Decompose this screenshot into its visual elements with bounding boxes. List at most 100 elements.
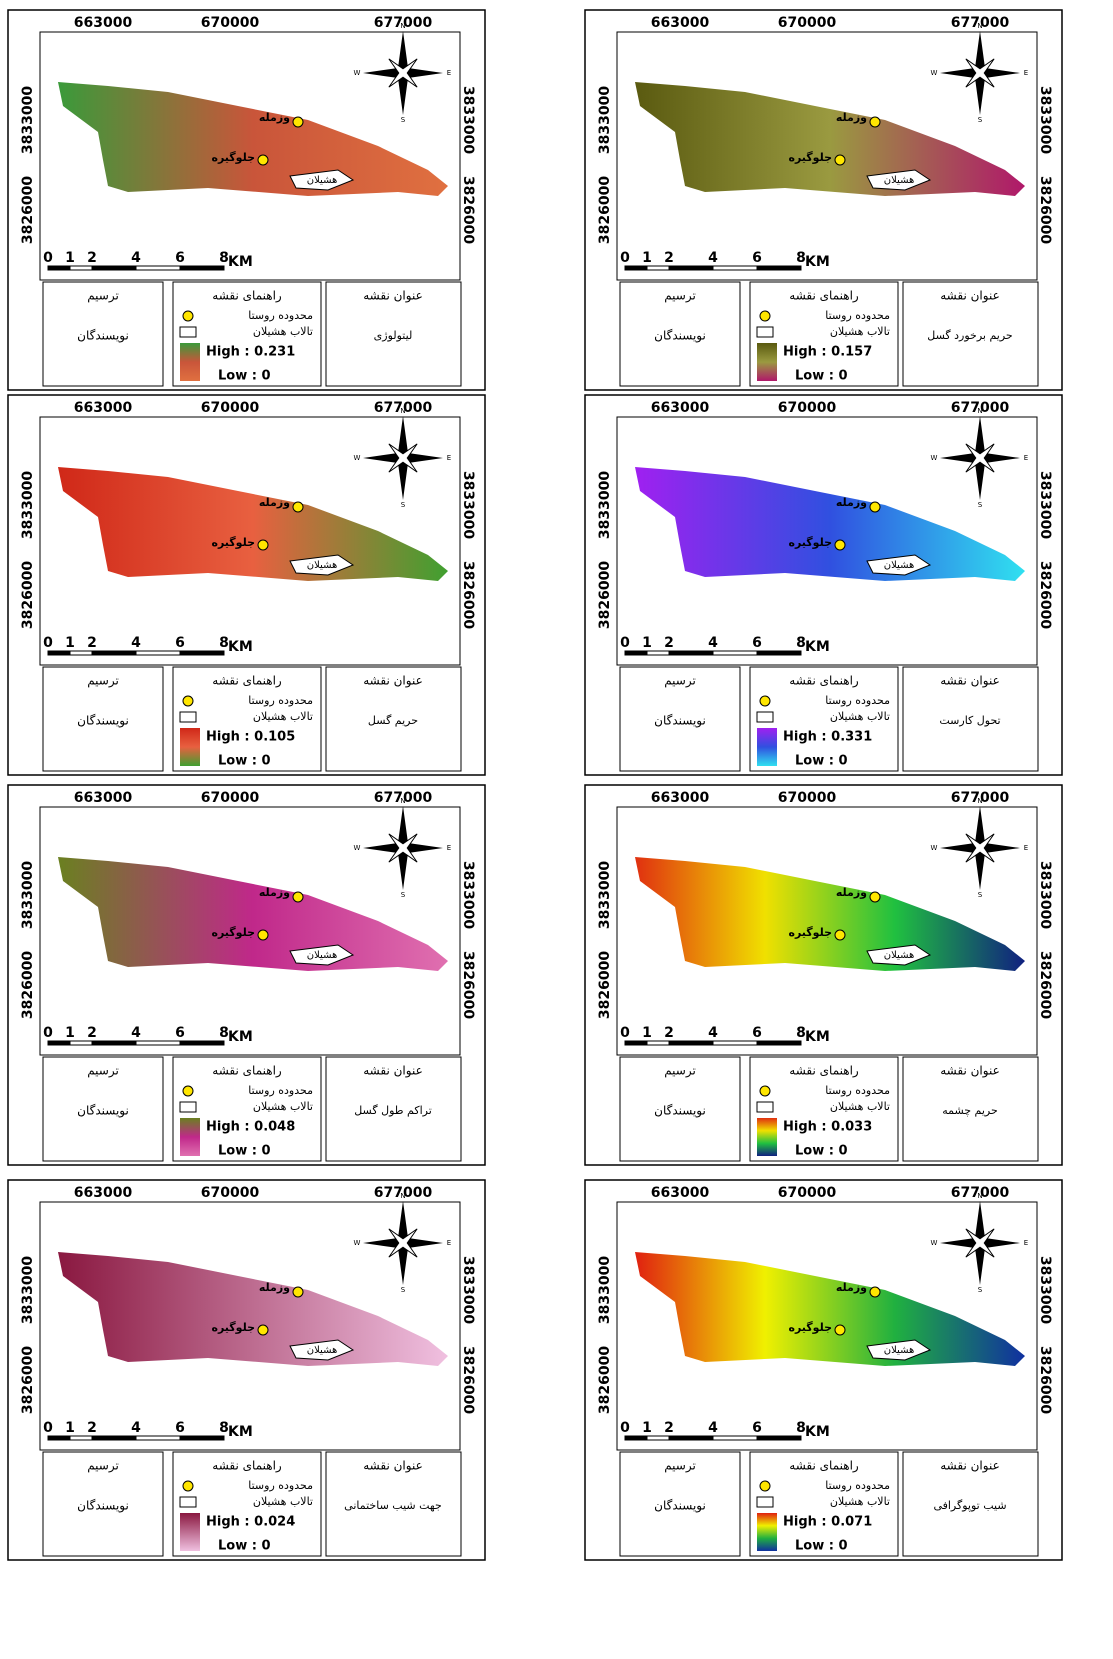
lake-label: هشیلان <box>307 1345 338 1356</box>
map-title: حریم چشمه <box>942 1104 998 1117</box>
scale-segment <box>135 1040 181 1046</box>
legend-village-icon <box>182 695 194 707</box>
scale-label: 4 <box>131 250 141 266</box>
village-point <box>834 154 846 166</box>
village-label: وزمله <box>259 111 290 124</box>
scale-label: 6 <box>175 1420 185 1436</box>
scale-segment <box>69 265 93 271</box>
y-coordinate: 3833000 <box>20 861 36 929</box>
scale-segment <box>668 265 714 271</box>
box-header: ترسیم <box>87 289 119 304</box>
y-coordinate: 3826000 <box>597 561 613 629</box>
x-coordinate: 677000 <box>951 1185 1010 1201</box>
scale-unit: KM <box>805 639 830 655</box>
compass-star <box>388 58 418 88</box>
x-coordinate: 663000 <box>651 790 710 806</box>
village-point <box>257 1324 269 1336</box>
box-header: ترسیم <box>664 1064 696 1079</box>
scale-segment <box>646 1040 670 1046</box>
lake-label: هشیلان <box>884 560 915 571</box>
scale-unit: KM <box>228 1029 253 1045</box>
box-header: ترسیم <box>664 1459 696 1474</box>
scale-label: 6 <box>175 635 185 651</box>
legend-village-icon <box>182 1085 194 1097</box>
scale-label: 4 <box>708 1025 718 1041</box>
legend-box <box>619 666 741 772</box>
compass-letter: N <box>977 797 982 805</box>
x-coordinate: 670000 <box>778 400 837 416</box>
y-coordinate: 3833000 <box>1037 471 1053 539</box>
legend-box <box>172 281 322 387</box>
village-label: وزمله <box>836 496 867 509</box>
legend-lake-icon <box>756 711 774 723</box>
scale-segment <box>668 650 714 656</box>
village-point <box>292 501 304 513</box>
scale-segment <box>179 1040 225 1046</box>
map-panel: 663000 670000 677000 3833000 3833000 3826000 3… <box>7 784 486 1166</box>
y-coordinate: 3826000 <box>460 561 476 629</box>
scale-segment <box>91 650 137 656</box>
compass-star <box>388 443 418 473</box>
village-point <box>292 116 304 128</box>
scale-segment <box>624 1040 648 1046</box>
legend-lake-icon <box>179 1101 197 1113</box>
y-coordinate: 3826000 <box>597 951 613 1019</box>
scale-segment <box>91 1040 137 1046</box>
scale-label: 8 <box>219 1420 229 1436</box>
legend-village: محدوده روستا <box>825 1479 890 1492</box>
map-frame <box>616 1201 1038 1451</box>
legend-lake-icon <box>756 326 774 338</box>
x-coordinate: 663000 <box>651 400 710 416</box>
box-header: راهنمای نقشه <box>789 1459 859 1474</box>
scale-label: 4 <box>131 1025 141 1041</box>
village-label: جلوگیره <box>211 1321 255 1334</box>
legend-low: Low : 0 <box>795 1539 848 1554</box>
scale-segment <box>47 1040 71 1046</box>
legend-village: محدوده روستا <box>825 1084 890 1097</box>
compass-letter: S <box>401 116 406 124</box>
village-point <box>869 891 881 903</box>
compass-letter: W <box>354 69 361 77</box>
x-coordinate: 670000 <box>201 790 260 806</box>
legend-box <box>42 1451 164 1557</box>
scale-segment <box>91 1435 137 1441</box>
x-coordinate: 670000 <box>201 15 260 31</box>
map-frame <box>616 806 1038 1056</box>
x-coordinate: 677000 <box>374 1185 433 1201</box>
author: نویسندگان <box>654 1499 706 1514</box>
north-arrow: N S E W <box>354 407 452 509</box>
y-coordinate: 3833000 <box>460 471 476 539</box>
scale-segment <box>624 1435 648 1441</box>
scale-label: 4 <box>708 1420 718 1436</box>
village-point <box>869 501 881 513</box>
y-coordinate: 3833000 <box>20 86 36 154</box>
scale-unit: KM <box>805 254 830 270</box>
scale-label: 0 <box>620 635 630 651</box>
scale-segment <box>712 1435 758 1441</box>
scale-segment <box>668 1435 714 1441</box>
y-coordinate: 3826000 <box>597 176 613 244</box>
compass-star <box>965 1228 995 1258</box>
box-header: راهنمای نقشه <box>789 1064 859 1079</box>
scale-label: 0 <box>620 250 630 266</box>
x-coordinate: 677000 <box>951 400 1010 416</box>
compass-letter: S <box>401 891 406 899</box>
box-header: عنوان نقشه <box>363 1064 423 1079</box>
legend-high: High : 0.331 <box>783 730 872 745</box>
legend-low: Low : 0 <box>218 1144 271 1159</box>
legend-box <box>749 1056 899 1162</box>
scale-segment <box>47 1435 71 1441</box>
legend-ramp <box>180 728 200 766</box>
box-header: ترسیم <box>664 289 696 304</box>
village-label: وزمله <box>836 111 867 124</box>
scale-segment <box>69 1435 93 1441</box>
scale-unit: KM <box>805 1424 830 1440</box>
compass-letter: W <box>354 454 361 462</box>
box-header: راهنمای نقشه <box>789 674 859 689</box>
village-point <box>257 539 269 551</box>
map-title: تحول کارست <box>939 714 1000 727</box>
lake <box>866 1339 932 1361</box>
legend-village: محدوده روستا <box>248 309 313 322</box>
x-coordinate: 670000 <box>778 1185 837 1201</box>
y-coordinate: 3833000 <box>460 86 476 154</box>
